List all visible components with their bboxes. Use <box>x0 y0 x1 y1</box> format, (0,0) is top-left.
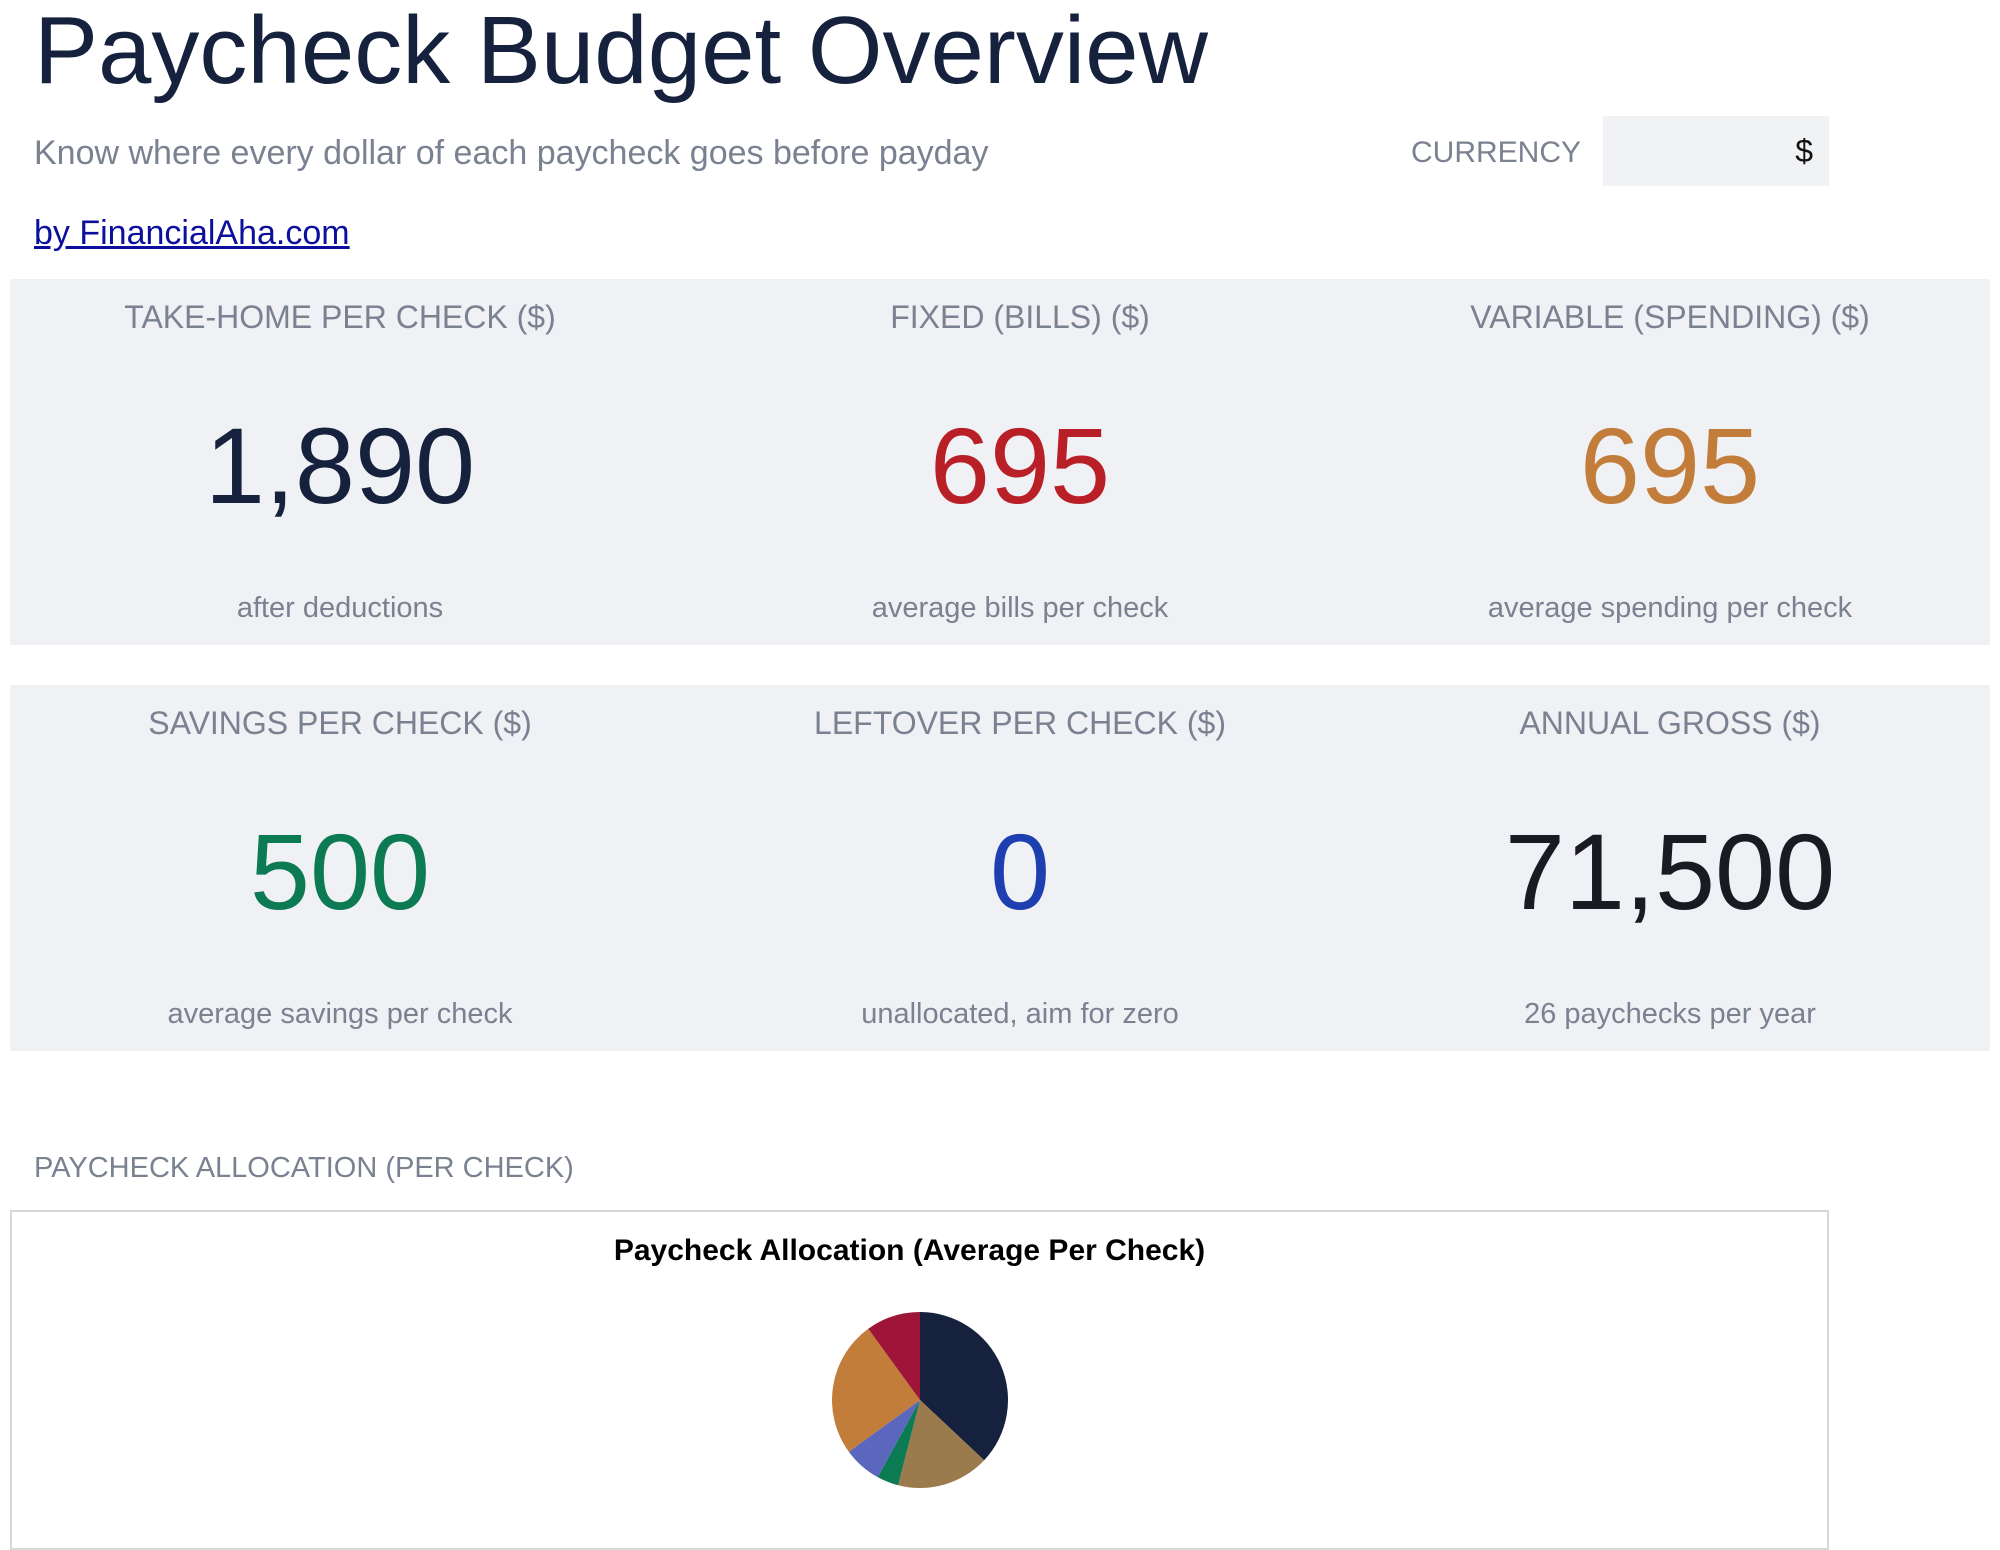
card-label: VARIABLE (SPENDING) ($) <box>1470 299 1870 335</box>
take-home-card: TAKE-HOME PER CHECK ($) 1,890 after dedu… <box>10 279 670 645</box>
allocation-pie-chart <box>832 1312 1008 1488</box>
card-value: 1,890 <box>204 405 476 526</box>
variable-spending-card: VARIABLE (SPENDING) ($) 695 average spen… <box>1340 279 2000 645</box>
page-subtitle: Know where every dollar of each paycheck… <box>34 134 989 172</box>
card-label: ANNUAL GROSS ($) <box>1519 705 1821 741</box>
page-title: Paycheck Budget Overview <box>34 0 1208 104</box>
pie-slice <box>848 1400 920 1478</box>
card-label: FIXED (BILLS) ($) <box>890 299 1150 335</box>
card-note: average savings per check <box>167 998 513 1030</box>
card-label: TAKE-HOME PER CHECK ($) <box>124 299 556 335</box>
card-note: average bills per check <box>871 592 1169 624</box>
card-label: SAVINGS PER CHECK ($) <box>148 705 532 741</box>
currency-input[interactable]: $ <box>1603 116 1829 186</box>
leftover-card: LEFTOVER PER CHECK ($) 0 unallocated, ai… <box>690 685 1350 1051</box>
fixed-bills-card: FIXED (BILLS) ($) 695 average bills per … <box>690 279 1350 645</box>
savings-card: SAVINGS PER CHECK ($) 500 average saving… <box>10 685 670 1051</box>
annual-gross-card: ANNUAL GROSS ($) 71,500 26 paychecks per… <box>1340 685 2000 1051</box>
summary-panel-top: TAKE-HOME PER CHECK ($) 1,890 after dedu… <box>10 279 1990 645</box>
card-value: 695 <box>1579 405 1761 526</box>
card-value: 695 <box>929 405 1111 526</box>
card-label: LEFTOVER PER CHECK ($) <box>814 705 1226 741</box>
pie-slice <box>832 1328 920 1452</box>
currency-label: CURRENCY <box>1411 136 1582 169</box>
card-note: 26 paychecks per year <box>1524 998 1816 1030</box>
currency-value: $ <box>1795 132 1813 169</box>
pie-slice <box>920 1312 1008 1461</box>
chart-title: Paycheck Allocation (Average Per Check) <box>613 1234 1206 1267</box>
card-note: average spending per check <box>1487 592 1853 624</box>
card-value: 500 <box>249 811 431 932</box>
card-note: unallocated, aim for zero <box>861 998 1179 1030</box>
summary-panel-bottom: SAVINGS PER CHECK ($) 500 average saving… <box>10 685 1990 1051</box>
pie-slice <box>877 1400 920 1486</box>
card-value: 71,500 <box>1504 811 1836 932</box>
pie-slice <box>868 1312 920 1400</box>
pie-slice <box>898 1400 985 1488</box>
byline-link[interactable]: by FinancialAha.com <box>34 214 350 252</box>
card-note: after deductions <box>236 592 444 624</box>
card-value: 0 <box>989 811 1051 932</box>
section-label: PAYCHECK ALLOCATION (PER CHECK) <box>34 1152 574 1184</box>
